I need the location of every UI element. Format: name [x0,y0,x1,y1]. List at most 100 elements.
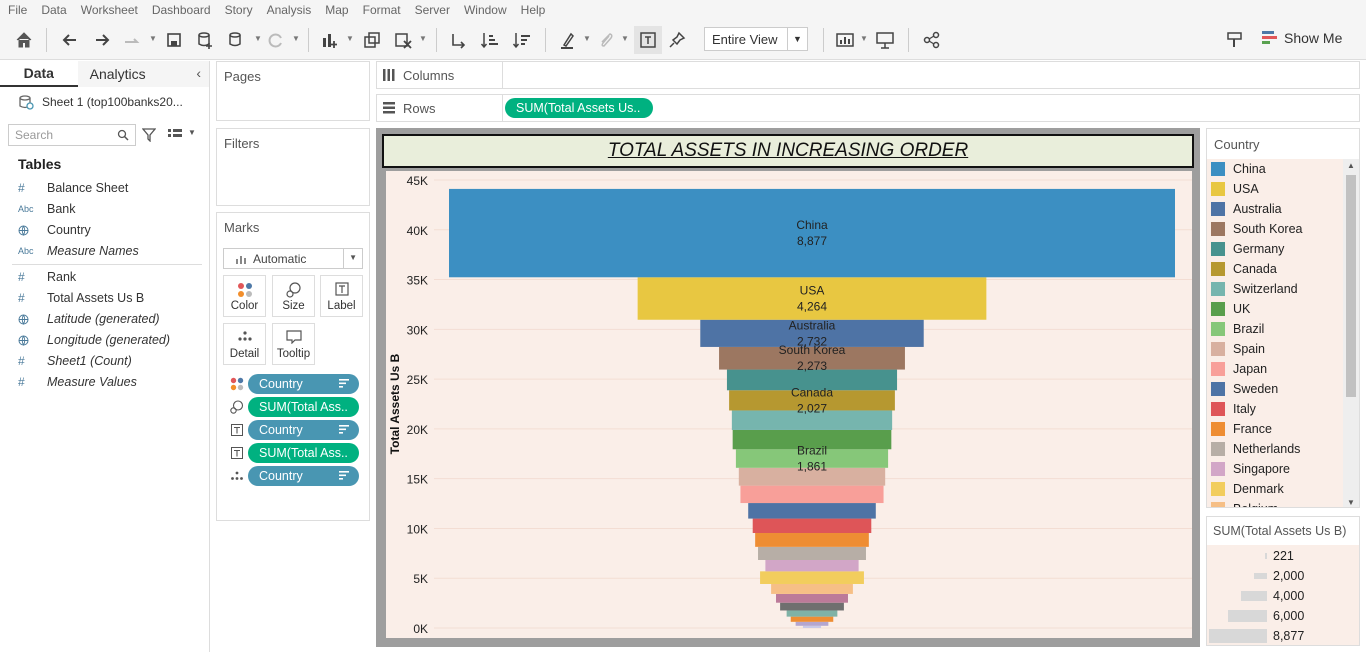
replay-icon[interactable] [120,28,144,52]
field-measure-values[interactable]: # Measure Values [18,372,137,392]
field-longitude-generated[interactable]: Longitude (generated) [18,330,170,350]
menu-item-format[interactable]: Format [362,3,401,17]
scrollbar-thumb[interactable] [1346,175,1356,397]
chevron-down-icon[interactable]: ▼ [583,34,591,43]
sort-descending-icon[interactable] [510,28,534,52]
show-me-button[interactable]: Show Me [1262,30,1342,46]
bar-sweden[interactable] [748,503,876,519]
show-mark-labels-icon[interactable] [634,26,662,54]
search-input[interactable]: Search [8,124,136,146]
legend-scrollbar[interactable]: ▲ ▼ [1343,159,1359,507]
collapse-pane-icon[interactable]: ‹ [196,65,201,81]
format-painter-icon[interactable] [1222,28,1246,52]
bar-canada[interactable] [729,390,895,411]
field-total-assets-us-b[interactable]: # Total Assets Us B [18,288,144,308]
swap-icon[interactable] [446,28,470,52]
legend-item-singapore[interactable]: Singapore [1211,459,1290,479]
legend-item-uk[interactable]: UK [1211,299,1250,319]
size-button[interactable]: Size [272,275,315,317]
chevron-down-icon[interactable]: ▼ [621,34,629,43]
bar-china[interactable] [449,188,1175,278]
legend-item-canada[interactable]: Canada [1211,259,1277,279]
bar-germany[interactable] [726,369,898,391]
legend-item-denmark[interactable]: Denmark [1211,479,1284,499]
legend-item-brazil[interactable]: Brazil [1211,319,1264,339]
field-latitude-generated[interactable]: Latitude (generated) [18,309,160,329]
menu-item-server[interactable]: Server [414,3,450,17]
bar-norway[interactable] [776,593,848,603]
marks-pill-size[interactable]: SUM(Total Ass.. [248,397,359,417]
scroll-down-icon[interactable]: ▼ [1347,498,1355,507]
menu-item-help[interactable]: Help [520,3,546,17]
refresh-icon[interactable] [264,28,288,52]
sort-ascending-icon[interactable] [478,28,502,52]
home-icon[interactable] [12,28,36,52]
field-bank[interactable]: Abc Bank [18,199,76,219]
filter-icon[interactable] [142,128,156,142]
bar-netherlands[interactable] [758,546,866,560]
marks-pill-color[interactable]: Country [248,374,359,394]
legend-item-spain[interactable]: Spain [1211,339,1265,359]
duplicate-sheet-icon[interactable] [360,28,384,52]
pages-card[interactable]: Pages [216,61,370,121]
bar-qatar[interactable] [795,621,829,626]
save-icon[interactable] [162,28,186,52]
tooltip-button[interactable]: Tooltip [272,323,315,365]
new-datasource-icon[interactable] [193,28,217,52]
bar-denmark[interactable] [760,571,864,584]
menu-item-data[interactable]: Data [41,3,67,17]
legend-item-netherlands[interactable]: Netherlands [1211,439,1300,459]
bar-italy[interactable] [752,518,872,534]
tab-analytics[interactable]: Analytics ‹ [77,61,209,87]
scroll-up-icon[interactable]: ▲ [1347,161,1355,170]
bar-russia[interactable] [790,616,834,622]
bar-austria[interactable] [780,602,844,611]
bar-spain[interactable] [738,467,886,486]
chevron-down-icon[interactable]: ▼ [292,34,300,43]
cards-icon[interactable] [833,28,857,52]
legend-item-sweden[interactable]: Sweden [1211,379,1278,399]
bar-uk[interactable] [732,429,892,450]
legend-item-germany[interactable]: Germany [1211,239,1284,259]
field-balance-sheet[interactable]: # Balance Sheet [18,178,128,198]
label-button[interactable]: Label [320,275,363,317]
legend-item-china[interactable]: China [1211,159,1266,179]
undo-icon[interactable] [58,28,82,52]
redo-icon[interactable] [90,28,114,52]
color-button[interactable]: Color [223,275,266,317]
pause-datasource-icon[interactable] [224,28,248,52]
datasource-item[interactable]: Sheet 1 (top100banks20... [0,87,209,117]
field-measure-names[interactable]: Abc Measure Names [18,241,139,261]
bar-switzerland[interactable] [731,410,893,430]
legend-item-usa[interactable]: USA [1211,179,1259,199]
marks-pill-label[interactable]: Country [248,420,359,440]
legend-item-belgium[interactable]: Belgium [1211,499,1278,507]
field-country[interactable]: Country [18,220,91,240]
highlight-icon[interactable] [556,28,580,52]
chevron-down-icon[interactable]: ▼ [254,34,262,43]
menu-item-story[interactable]: Story [224,3,253,17]
menu-item-worksheet[interactable]: Worksheet [80,3,138,17]
menu-item-window[interactable]: Window [463,3,507,17]
view-list-icon[interactable] [168,129,182,141]
legend-item-south-korea[interactable]: South Korea [1211,219,1303,239]
chevron-down-icon[interactable]: ▼ [860,34,868,43]
fit-dropdown[interactable]: Entire View ▼ [704,27,808,51]
legend-item-france[interactable]: France [1211,419,1272,439]
bar-brazil[interactable] [735,449,889,468]
menu-item-dashboard[interactable]: Dashboard [151,3,211,17]
paperclip-icon[interactable] [594,28,618,52]
chevron-down-icon[interactable]: ▼ [188,128,196,137]
bar-usa[interactable] [637,277,987,320]
bar-france[interactable] [755,533,869,547]
legend-item-switzerland[interactable]: Switzerland [1211,279,1298,299]
marks-pill-detail[interactable]: Country [248,466,359,486]
chevron-down-icon[interactable]: ▼ [149,34,157,43]
bar-japan[interactable] [740,485,884,504]
chevron-down-icon[interactable]: ▼ [346,34,354,43]
rows-shelf[interactable]: Rows SUM(Total Assets Us.. [376,94,1360,122]
chart-title[interactable]: TOTAL ASSETS IN INCREASING ORDER [382,134,1194,168]
bar-belgium[interactable] [771,583,853,594]
tab-data[interactable]: Data [0,61,78,87]
legend-item-japan[interactable]: Japan [1211,359,1267,379]
